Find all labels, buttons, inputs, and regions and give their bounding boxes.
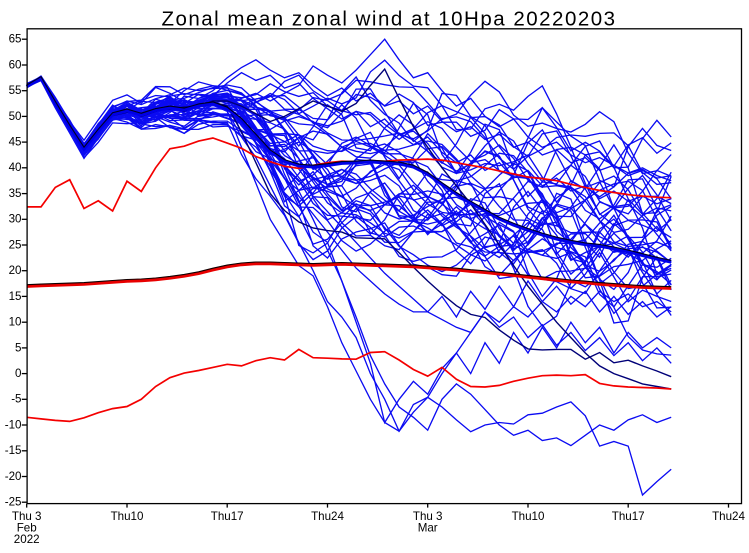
- svg-text:0: 0: [15, 367, 21, 380]
- svg-text:-10: -10: [5, 418, 22, 431]
- svg-text:55: 55: [9, 84, 22, 97]
- svg-text:-25: -25: [5, 496, 22, 509]
- svg-text:-20: -20: [5, 470, 22, 483]
- svg-text:Thu10: Thu10: [111, 510, 144, 523]
- svg-text:40: 40: [9, 161, 22, 174]
- svg-text:Thu17: Thu17: [612, 510, 645, 523]
- svg-text:Thu10: Thu10: [512, 510, 545, 523]
- svg-text:Mar: Mar: [418, 522, 438, 535]
- svg-text:Thu24: Thu24: [712, 510, 745, 523]
- svg-text:Zonal mean zonal wind at 10Hpa: Zonal mean zonal wind at 10Hpa 20220203: [161, 8, 616, 31]
- svg-text:25: 25: [9, 238, 22, 251]
- svg-text:65: 65: [9, 33, 22, 46]
- svg-text:50: 50: [9, 110, 22, 123]
- svg-text:20: 20: [9, 264, 22, 277]
- svg-text:2022: 2022: [14, 533, 40, 546]
- svg-text:45: 45: [9, 136, 22, 149]
- svg-text:Feb: Feb: [17, 522, 37, 535]
- svg-text:Thu 3: Thu 3: [413, 510, 443, 523]
- svg-text:15: 15: [9, 290, 22, 303]
- svg-text:Thu 3: Thu 3: [12, 510, 42, 523]
- svg-text:60: 60: [9, 58, 22, 71]
- svg-text:-15: -15: [5, 444, 22, 457]
- svg-text:Thu17: Thu17: [211, 510, 244, 523]
- svg-text:-5: -5: [11, 393, 21, 406]
- svg-text:30: 30: [9, 213, 22, 226]
- svg-text:Thu24: Thu24: [311, 510, 344, 523]
- svg-text:5: 5: [15, 341, 21, 354]
- svg-text:35: 35: [9, 187, 22, 200]
- svg-text:10: 10: [9, 316, 22, 329]
